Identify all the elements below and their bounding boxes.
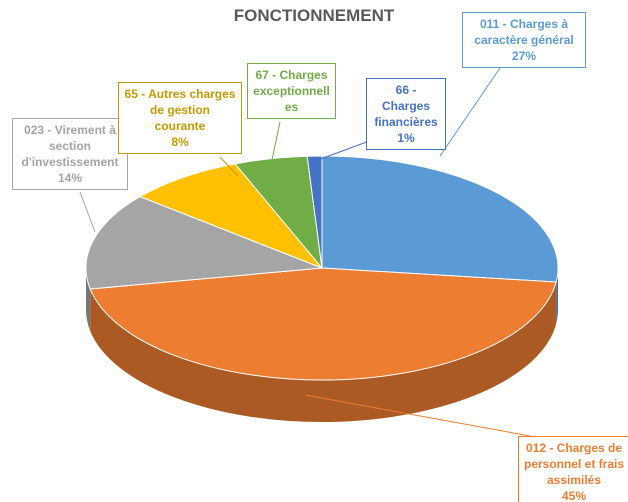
data-label: 66 - Charges financières 1%	[366, 78, 446, 150]
slice-side	[86, 268, 91, 331]
slice-side	[90, 282, 557, 422]
label-name: 66 - Charges financières	[374, 83, 438, 129]
data-label: 67 - Charges exceptionnelles	[247, 63, 336, 119]
callout-pointer	[79, 191, 96, 233]
data-label: 023 - Virement à section d'investissemen…	[12, 118, 128, 190]
label-percent: 14%	[57, 171, 83, 185]
slice	[85, 196, 323, 290]
slice	[139, 163, 323, 269]
slice	[321, 155, 559, 283]
slice	[306, 155, 323, 269]
label-name: 67 - Charges exceptionnelles	[253, 68, 330, 114]
data-label: 65 - Autres charges de gestion courante 8…	[118, 82, 242, 154]
data-label: 011 - Charges à caractère général 27%	[462, 12, 586, 68]
label-name: 65 - Autres charges de gestion courante	[124, 87, 236, 133]
callout-pointer	[271, 121, 281, 161]
data-label: 012 - Charges de personnel et frais assi…	[518, 436, 628, 502]
label-percent: 27%	[511, 49, 537, 63]
label-percent: 45%	[561, 489, 587, 502]
label-percent: 8%	[171, 135, 189, 149]
label-percent: 1%	[397, 131, 415, 145]
label-name: 023 - Virement à section d'investissemen…	[21, 123, 119, 169]
chart-title: FONCTIONNEMENT	[233, 6, 395, 25]
callout-pointer	[439, 67, 501, 157]
callout-pointer	[219, 156, 239, 177]
callout-pointer	[304, 394, 531, 437]
slice	[89, 267, 557, 381]
label-name: 011 - Charges à caractère général	[474, 17, 574, 47]
label-name: 012 - Charges de personnel et frais assi…	[523, 441, 625, 487]
